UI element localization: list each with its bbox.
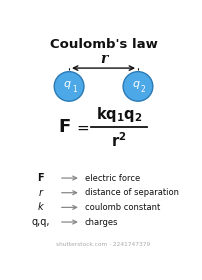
Text: electric force: electric force (85, 174, 140, 183)
Text: F: F (38, 173, 44, 183)
Text: Coulomb's law: Coulomb's law (49, 38, 158, 51)
Text: 1: 1 (72, 85, 77, 94)
Text: $q$: $q$ (63, 79, 72, 91)
Text: charges: charges (85, 218, 118, 227)
Text: $\mathbf{r^2}$: $\mathbf{r^2}$ (112, 131, 127, 150)
Text: distance of separation: distance of separation (85, 188, 179, 197)
Text: k: k (38, 202, 44, 212)
Text: q,q,: q,q, (32, 217, 50, 227)
Ellipse shape (123, 72, 153, 101)
Text: r: r (39, 188, 43, 198)
Ellipse shape (54, 72, 84, 101)
Text: 2: 2 (141, 85, 145, 94)
Text: coulomb constant: coulomb constant (85, 203, 160, 212)
Text: $=$: $=$ (74, 120, 90, 135)
Text: $\mathbf{F}$: $\mathbf{F}$ (58, 118, 71, 136)
Text: shutterstock.com · 2241747379: shutterstock.com · 2241747379 (56, 242, 151, 247)
Text: r: r (100, 52, 107, 66)
Text: $q$: $q$ (132, 79, 140, 91)
Text: $\mathbf{kq_1q_2}$: $\mathbf{kq_1q_2}$ (96, 104, 143, 123)
